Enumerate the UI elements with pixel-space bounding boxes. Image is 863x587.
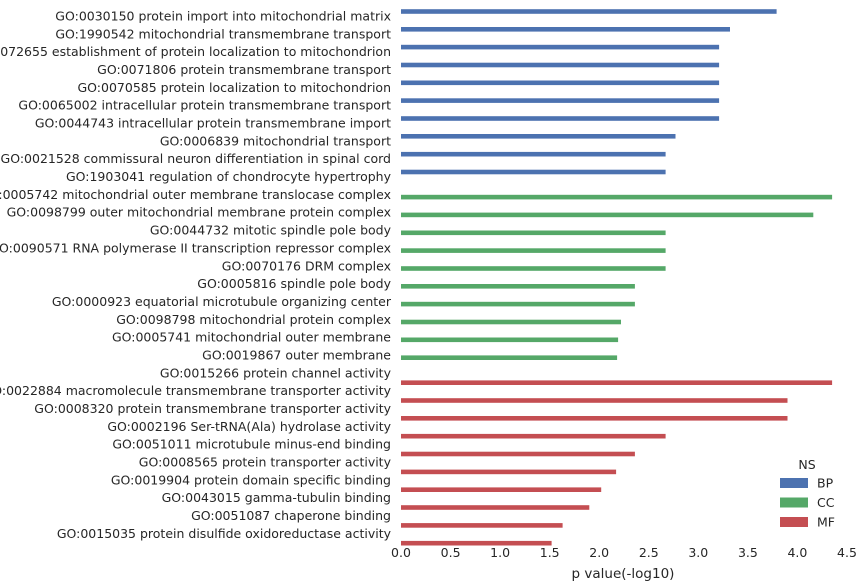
- bar-go-0043015: [401, 505, 590, 510]
- legend-swatch-cc: [780, 497, 808, 508]
- bar-go-0019867: [401, 355, 618, 360]
- category-label: GO:0044743 intracellular protein transme…: [35, 116, 391, 131]
- bar-go-0000923: [401, 301, 635, 307]
- legend-label-mf: MF: [817, 515, 835, 530]
- x-tick-label: 2.5: [639, 545, 659, 560]
- x-tick-label: 0.5: [441, 545, 461, 560]
- bar-go-0021528: [401, 151, 666, 157]
- bar-go-0090571: [401, 248, 666, 253]
- category-label: GO:0051087 chaperone binding: [191, 508, 391, 523]
- bar-go-0072655: [401, 44, 720, 50]
- x-tick-label: 1.0: [490, 545, 510, 560]
- x-axis-label: p value(-log10): [572, 566, 675, 582]
- category-label: GO:0043015 gamma-tubulin binding: [162, 490, 391, 505]
- bar-go-0044732: [401, 230, 666, 236]
- x-axis-ticks: 0.0 0.5 1.0 1.5 2.0 2.5 3.0 3.5 4.0 4.5: [391, 545, 857, 560]
- bar-go-0015266: [401, 380, 833, 385]
- x-tick-label: 3.0: [688, 545, 708, 560]
- category-label: GO:0021528 commissural neuron differenti…: [1, 151, 391, 166]
- category-label: GO:0019904 protein domain specific bindi…: [111, 472, 391, 487]
- category-label: GO:0008565 protein transporter activity: [139, 455, 392, 470]
- category-label: GO:0051011 microtubule minus-end binding: [112, 437, 391, 452]
- category-label: GO:1990542 mitochondrial transmembrane t…: [55, 26, 391, 41]
- bar-go-0044743: [401, 116, 720, 121]
- legend-title: NS: [798, 457, 815, 472]
- bar-go-0098798: [401, 319, 621, 325]
- x-tick-label: 0.0: [391, 545, 411, 560]
- bar-go-0005816: [401, 284, 635, 289]
- bar-go-0019904: [401, 487, 602, 492]
- category-label: GO:0072655 establishment of protein loca…: [0, 44, 391, 59]
- category-label: GO:0019867 outer membrane: [202, 348, 391, 363]
- category-label: GO:0005742 mitochondrial outer membrane …: [0, 187, 391, 202]
- legend-swatch-mf: [780, 517, 808, 527]
- bar-go-0065002: [401, 98, 720, 103]
- bar-go-1990542: [401, 27, 730, 32]
- category-label: GO:0065002 intracellular protein transme…: [18, 98, 391, 113]
- category-label: GO:0098799 outer mitochondrial membrane …: [7, 205, 391, 220]
- bar-go-0030150: [401, 9, 777, 14]
- bar-go-1903041: [401, 169, 666, 175]
- category-label: GO:0071806 protein transmembrane transpo…: [97, 62, 391, 77]
- bar-go-0070585: [401, 80, 720, 86]
- category-label: GO:0022884 macromolecule transmembrane t…: [0, 383, 392, 398]
- bar-go-0008565: [401, 469, 617, 475]
- legend-label-bp: BP: [817, 476, 834, 491]
- category-label: GO:0090571 RNA polymerase II transcripti…: [0, 240, 391, 255]
- bar-go-0051087: [401, 523, 563, 528]
- bar-go-0071806: [401, 62, 720, 68]
- category-label: GO:0000923 equatorial microtubule organi…: [52, 294, 392, 309]
- bar-go-0022884: [401, 398, 788, 403]
- category-label: GO:0030150 protein import into mitochond…: [55, 9, 391, 24]
- category-label: GO:0005741 mitochondrial outer membrane: [112, 330, 391, 345]
- category-label: GO:0015266 protein channel activity: [160, 365, 392, 380]
- category-label: GO:0005816 spindle pole body: [197, 276, 391, 291]
- category-label: GO:0008320 protein transmembrane transpo…: [34, 401, 391, 416]
- x-tick-label: 2.0: [589, 545, 609, 560]
- bars-group: [401, 9, 833, 546]
- legend-label-cc: CC: [817, 495, 835, 510]
- bar-go-0002196: [401, 433, 666, 439]
- bar-go-0015035: [401, 540, 552, 546]
- x-tick-label: 1.5: [540, 545, 560, 560]
- x-tick-label: 4.0: [787, 545, 807, 560]
- category-label: GO:0002196 Ser-tRNA(Ala) hydrolase activ…: [107, 419, 391, 434]
- x-tick-label: 4.5: [837, 545, 857, 560]
- bar-go-0008320: [401, 416, 788, 421]
- x-tick-label: 3.5: [738, 545, 758, 560]
- category-label: GO:0070176 DRM complex: [222, 258, 391, 273]
- bar-go-0098799: [401, 212, 814, 218]
- category-label: GO:0044732 mitotic spindle pole body: [150, 223, 392, 238]
- bar-go-0051011: [401, 451, 635, 457]
- bar-go-0070176: [401, 266, 666, 271]
- category-labels: GO:0030150 protein import into mitochond…: [0, 9, 392, 541]
- bar-go-0006839: [401, 134, 676, 139]
- category-label: GO:0098798 mitochondrial protein complex: [116, 312, 391, 327]
- bar-go-0005742: [401, 194, 833, 200]
- category-label: GO:1903041 regulation of chondrocyte hyp…: [66, 169, 392, 184]
- legend: NS BP CC MF: [780, 457, 835, 530]
- category-label: GO:0070585 protein localization to mitoc…: [77, 80, 391, 95]
- legend-swatch-bp: [780, 478, 808, 488]
- category-label: GO:0015035 protein disulfide oxidoreduct…: [57, 526, 392, 541]
- bar-go-0005741: [401, 337, 619, 343]
- category-label: GO:0006839 mitochondrial transport: [160, 133, 391, 148]
